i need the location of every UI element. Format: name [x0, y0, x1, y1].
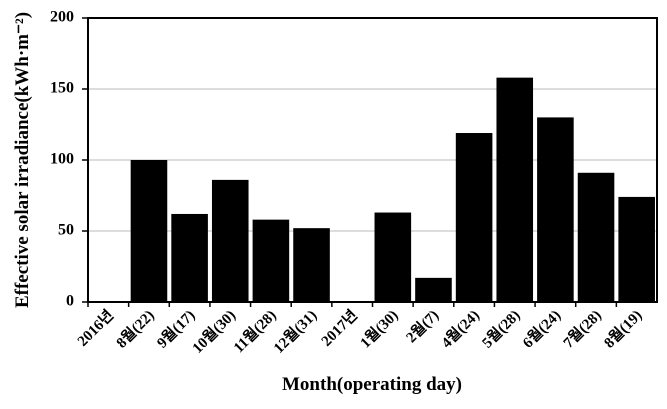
- y-tick-label: 200: [50, 9, 74, 26]
- x-tick-label: 8월(22): [113, 307, 158, 352]
- y-tick-label: 0: [66, 293, 74, 310]
- x-tick-label: 8월(19): [601, 307, 646, 352]
- bar: [496, 77, 534, 302]
- y-axis-title: Effective solar irradiance(kWh·m⁻²): [12, 12, 33, 308]
- x-axis-title: Month(operating day): [282, 374, 462, 395]
- bar: [374, 212, 412, 302]
- x-tick-label: 1월(30): [357, 307, 402, 352]
- bar: [171, 213, 208, 302]
- y-tick-label: 150: [50, 80, 74, 97]
- plot-frame: [87, 17, 658, 303]
- x-tick-label: 5월(28): [479, 307, 524, 352]
- bar: [130, 160, 168, 302]
- x-tick-label: 11월(28): [230, 307, 279, 356]
- bar: [577, 172, 615, 302]
- x-tick-label: 12월(31): [270, 307, 320, 357]
- y-tick-label: 50: [58, 222, 74, 239]
- x-tick-label: 7월(28): [560, 307, 605, 352]
- x-tick-label: 10월(30): [189, 307, 239, 357]
- x-tick-label: 6월(24): [519, 307, 564, 352]
- bar: [415, 277, 452, 302]
- x-tick-label: 2016년: [74, 307, 117, 350]
- bar: [211, 179, 249, 302]
- bar: [252, 219, 290, 302]
- x-tick-label: 4월(24): [438, 307, 483, 352]
- bar: [618, 196, 655, 302]
- y-tick-label: 100: [50, 151, 74, 168]
- bar: [293, 228, 330, 302]
- x-tick-label: 2월(7): [403, 307, 442, 346]
- bar: [537, 117, 574, 303]
- x-tick-label: 2017년: [318, 307, 361, 350]
- bar: [455, 133, 493, 302]
